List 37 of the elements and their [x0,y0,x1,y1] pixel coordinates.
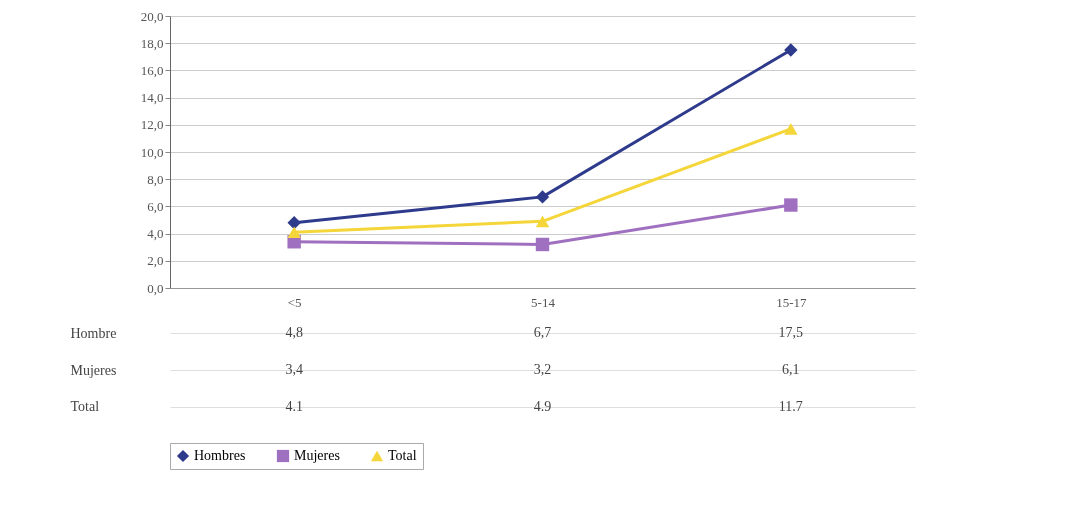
y-tick-label: 6,0 [147,198,164,214]
x-tick-label: 5-14 [531,294,556,310]
y-tick-label: 14,0 [140,90,164,106]
y-tick-label: 2,0 [147,253,164,269]
point [784,198,798,212]
text: Mujeres [70,362,117,378]
data-label: 6,1 [782,362,800,377]
point [287,226,301,239]
legend-label: Hombres [194,448,246,463]
point [535,237,550,252]
y-tick-label: 20,0 [140,8,164,24]
y-tick-label: 16,0 [140,62,164,78]
data-label: 4.1 [285,398,303,414]
data-label: 17,5 [778,325,804,341]
data-label: 4.9 [533,398,552,414]
data-label: 3,2 [533,362,552,377]
text: Total [70,399,100,415]
data-label: 6,7 [533,325,552,341]
data-label: 11.7 [778,398,803,414]
text: Hombre [70,325,117,341]
point [535,215,550,228]
point [535,190,550,204]
data-label: 4,8 [285,325,303,341]
data-label: 3,4 [285,362,303,377]
y-tick-label: 10,0 [140,144,164,160]
y-tick-label: 8,0 [147,171,164,187]
y-tick-label: 12,0 [140,117,164,133]
point [784,123,798,135]
x-tick-label: <5 [287,294,302,310]
x-tick-label: 15-17 [776,294,807,310]
y-tick-label: 18,0 [140,35,164,51]
legend-label: Mujeres [294,448,340,463]
y-tick-label: 0,0 [147,280,164,296]
point [784,43,798,57]
point [287,216,301,230]
y-tick-label: 4,0 [147,226,164,242]
legend-label: Total [388,448,417,463]
